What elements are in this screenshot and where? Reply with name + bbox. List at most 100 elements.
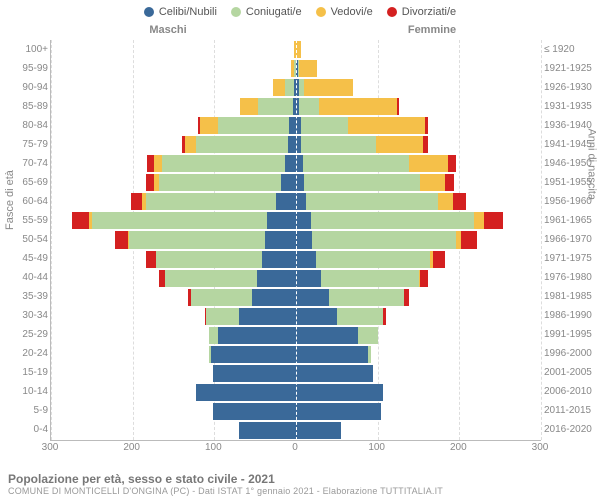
y-tick-age: 100+	[4, 44, 48, 55]
bar-segment	[296, 289, 329, 306]
bar-segment	[285, 155, 296, 172]
y-tick-age: 15-19	[4, 367, 48, 378]
female-bar	[296, 422, 541, 439]
bar-segment	[159, 174, 282, 191]
y-tick-birth: ≤ 1920	[544, 44, 600, 55]
bar-segment	[368, 346, 371, 363]
y-tick-birth: 1996-2000	[544, 348, 600, 359]
legend-item: Coniugati/e	[231, 6, 302, 18]
male-bar	[51, 98, 296, 115]
bar-segment	[358, 327, 378, 344]
male-bar	[51, 193, 296, 210]
y-tick-birth: 1951-1955	[544, 177, 600, 188]
bar-segment	[296, 251, 316, 268]
legend-swatch	[231, 7, 241, 17]
bar-segment	[306, 193, 438, 210]
y-tick-age: 0-4	[4, 424, 48, 435]
male-bar	[51, 231, 296, 248]
x-tick-label: 200	[123, 442, 140, 453]
male-bar	[51, 308, 296, 325]
bar-segment	[129, 231, 265, 248]
bar-segment	[383, 308, 386, 325]
bar-segment	[213, 365, 296, 382]
bar-segment	[312, 231, 456, 248]
bar-segment	[131, 193, 142, 210]
bar-segment	[484, 212, 504, 229]
female-bar	[296, 193, 541, 210]
bar-segment	[474, 212, 484, 229]
legend-label: Coniugati/e	[246, 6, 302, 18]
bar-segment	[296, 346, 368, 363]
female-bar	[296, 60, 541, 77]
female-bar	[296, 403, 541, 420]
bar-segment	[296, 365, 373, 382]
bar-segment	[200, 117, 218, 134]
bar-segment	[296, 231, 312, 248]
legend-swatch	[387, 7, 397, 17]
bar-segment	[165, 270, 256, 287]
bar-segment	[154, 155, 162, 172]
bar-segment	[211, 346, 296, 363]
bar-segment	[348, 117, 425, 134]
female-title: Femmine	[300, 24, 600, 36]
bar-segment	[209, 327, 217, 344]
bar-segment	[92, 212, 267, 229]
y-tick-birth: 1921-1925	[544, 63, 600, 74]
bar-segment	[329, 289, 404, 306]
y-tick-age: 30-34	[4, 310, 48, 321]
bar-segment	[296, 384, 383, 401]
bar-segment	[240, 98, 258, 115]
female-bar	[296, 327, 541, 344]
bar-segment	[267, 212, 296, 229]
y-tick-birth: 1971-1975	[544, 253, 600, 264]
female-bar	[296, 270, 541, 287]
y-tick-age: 80-84	[4, 120, 48, 131]
x-tick-label: 300	[42, 442, 59, 453]
y-tick-birth: 1946-1950	[544, 158, 600, 169]
bar-segment	[311, 212, 474, 229]
male-bar	[51, 422, 296, 439]
y-tick-birth: 1936-1940	[544, 120, 600, 131]
bar-segment	[303, 155, 409, 172]
male-bar	[51, 403, 296, 420]
y-tick-age: 40-44	[4, 272, 48, 283]
y-tick-age: 20-24	[4, 348, 48, 359]
bar-segment	[276, 193, 296, 210]
female-bar	[296, 174, 541, 191]
bar-segment	[319, 98, 397, 115]
male-bar	[51, 155, 296, 172]
male-bar	[51, 41, 296, 58]
y-tick-birth: 1941-1945	[544, 139, 600, 150]
bar-segment	[296, 308, 337, 325]
bar-segment	[146, 174, 154, 191]
y-tick-age: 85-89	[4, 101, 48, 112]
bar-segment	[296, 422, 341, 439]
y-tick-age: 55-59	[4, 215, 48, 226]
y-tick-birth: 1926-1930	[544, 82, 600, 93]
bar-segment	[239, 308, 296, 325]
y-tick-birth: 2016-2020	[544, 424, 600, 435]
bar-segment	[461, 231, 477, 248]
y-tick-age: 60-64	[4, 196, 48, 207]
y-tick-age: 65-69	[4, 177, 48, 188]
bar-segment	[376, 136, 423, 153]
legend-item: Divorziati/e	[387, 6, 456, 18]
chart-footer: Popolazione per età, sesso e stato civil…	[8, 472, 592, 496]
bar-segment	[296, 403, 381, 420]
male-bar	[51, 384, 296, 401]
male-bar	[51, 212, 296, 229]
bar-segment	[304, 174, 420, 191]
bar-segment	[438, 193, 453, 210]
chart-title: Popolazione per età, sesso e stato civil…	[8, 472, 592, 486]
female-bar	[296, 384, 541, 401]
female-bar	[296, 251, 541, 268]
male-bar	[51, 117, 296, 134]
male-bar	[51, 251, 296, 268]
chart-source: COMUNE DI MONTICELLI D'ONGINA (PC) - Dat…	[8, 486, 592, 496]
bar-segment	[304, 79, 353, 96]
y-tick-birth: 1986-1990	[544, 310, 600, 321]
bar-segment	[206, 308, 239, 325]
female-bar	[296, 155, 541, 172]
y-tick-age: 10-14	[4, 386, 48, 397]
bar-segment	[316, 251, 430, 268]
